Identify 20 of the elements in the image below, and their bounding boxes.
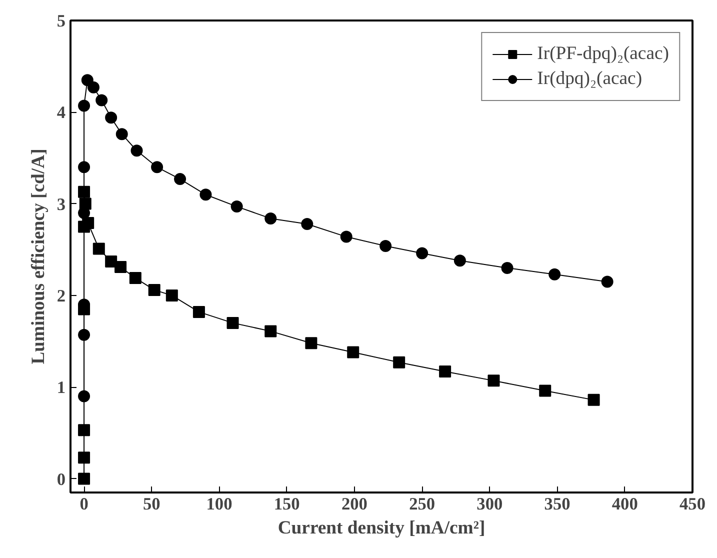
x-axis-title: Current density [mA/cm²] bbox=[278, 518, 486, 538]
y-tick-label: 0 bbox=[56, 470, 66, 489]
y-tick-label: 4 bbox=[56, 103, 66, 122]
y-tick-label: 1 bbox=[56, 378, 66, 398]
y-tick-label: 2 bbox=[56, 286, 66, 306]
y-tick-label: 5 bbox=[56, 12, 66, 30]
x-tick-label: 400 bbox=[612, 494, 638, 514]
legend-label: Ir(dpq)₂(acac) bbox=[537, 68, 642, 90]
y-tick-label: 3 bbox=[56, 194, 66, 214]
x-tick-label: 300 bbox=[476, 494, 503, 514]
legend-label: Ir(PF-dpq)₂(acac) bbox=[537, 43, 669, 65]
x-tick-label: 450 bbox=[680, 494, 706, 514]
y-axis-title: Luminous efficiency [cd/A] bbox=[28, 148, 49, 364]
x-tick-label: 150 bbox=[274, 494, 300, 514]
x-tick-label: 250 bbox=[409, 494, 436, 514]
x-tick-label: 0 bbox=[80, 494, 88, 514]
x-tick-label: 50 bbox=[142, 494, 160, 514]
x-tick-label: 200 bbox=[341, 494, 368, 514]
x-tick-label: 100 bbox=[206, 494, 232, 514]
x-tick-label: 350 bbox=[544, 494, 570, 514]
